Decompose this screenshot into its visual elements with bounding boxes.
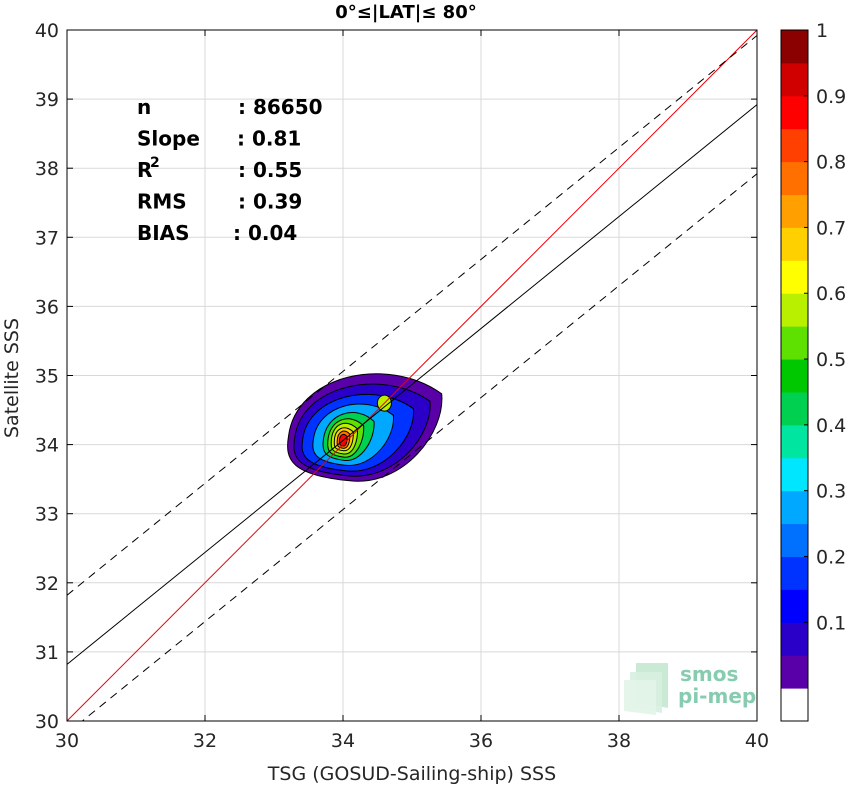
stat-label: R bbox=[137, 158, 152, 182]
y-tick-label: 37 bbox=[35, 227, 59, 249]
stat-label: n bbox=[137, 95, 151, 119]
colorbar-tick-label: 1 bbox=[816, 20, 828, 42]
colorbar-swatch bbox=[781, 655, 808, 689]
colorbar-tick-label: 0.7 bbox=[816, 217, 846, 239]
stat-value: : 0.39 bbox=[238, 190, 302, 214]
y-tick-label: 34 bbox=[35, 435, 59, 457]
logo-layers-icon bbox=[624, 663, 668, 715]
colorbar-swatch bbox=[781, 194, 808, 228]
colorbar: 0.1 0.2 0.3 0.4 0.5 0.6 0.7 0.8 0.9 1 bbox=[780, 20, 846, 722]
stat-value: : 0.55 bbox=[238, 158, 302, 182]
y-tick-label: 32 bbox=[35, 573, 59, 595]
stat-value: : 86650 bbox=[238, 95, 323, 119]
x-axis-label: TSG (GOSUD-Sailing-ship) SSS bbox=[267, 763, 556, 785]
y-tick-label: 39 bbox=[35, 89, 59, 111]
colorbar-swatch bbox=[781, 326, 808, 360]
x-tick-label: 32 bbox=[193, 730, 217, 752]
colorbar-swatch bbox=[781, 490, 808, 525]
colorbar-tick-label: 0.6 bbox=[816, 283, 846, 305]
colorbar-swatch bbox=[781, 589, 808, 623]
x-axis-ticks: 30 32 34 36 38 40 bbox=[55, 30, 769, 752]
colorbar-frame bbox=[780, 29, 809, 722]
stat-label: RMS bbox=[137, 190, 187, 214]
colorbar-swatch bbox=[781, 556, 808, 590]
x-tick-label: 36 bbox=[469, 730, 493, 752]
stats-box: n : 86650 Slope : 0.81 R2 : 0.55 RMS : 0.39 BIAS… bbox=[137, 95, 323, 245]
identity-line bbox=[67, 30, 757, 721]
x-tick-label: 38 bbox=[607, 730, 631, 752]
colorbar-swatch bbox=[781, 260, 808, 294]
smos-pi-mep-logo: smos pi-mep bbox=[624, 662, 756, 715]
colorbar-swatch bbox=[781, 523, 808, 557]
y-tick-label: 30 bbox=[35, 711, 59, 733]
colorbar-swatch bbox=[781, 293, 808, 327]
regression-line bbox=[67, 104, 757, 665]
colorbar-swatch bbox=[781, 227, 808, 261]
colorbar-swatch bbox=[781, 161, 808, 196]
stat-value: : 0.81 bbox=[237, 127, 301, 151]
y-axis-ticks: 30 31 32 33 34 35 36 37 38 39 40 bbox=[35, 20, 757, 733]
y-tick-label: 31 bbox=[35, 642, 59, 664]
colorbar-tick-label: 0.9 bbox=[816, 86, 846, 108]
colorbar-tick-label: 0.2 bbox=[816, 546, 846, 568]
colorbar-swatch bbox=[781, 622, 808, 656]
stat-label: BIAS bbox=[137, 221, 190, 245]
x-tick-label: 30 bbox=[55, 730, 79, 752]
chart-title: 0°≤|LAT|≤ 80° bbox=[335, 2, 476, 23]
colorbar-swatch bbox=[781, 95, 808, 130]
y-tick-label: 38 bbox=[35, 158, 59, 180]
stat-label: Slope bbox=[137, 127, 200, 151]
y-tick-label: 35 bbox=[35, 366, 59, 388]
fit-lines bbox=[67, 30, 757, 721]
x-tick-label: 40 bbox=[745, 730, 769, 752]
colorbar-tick-label: 0.4 bbox=[816, 415, 846, 437]
colorbar-swatch bbox=[781, 128, 808, 163]
colorbar-tick-label: 0.1 bbox=[816, 612, 846, 634]
y-tick-label: 36 bbox=[35, 296, 59, 318]
colorbar-tick-label: 0.5 bbox=[816, 349, 846, 371]
colorbar-tick-label: 0.8 bbox=[816, 152, 846, 174]
y-tick-label: 40 bbox=[35, 20, 59, 42]
logo-text-smos: smos bbox=[680, 662, 738, 686]
stat-value: : 0.04 bbox=[233, 221, 297, 245]
x-tick-label: 34 bbox=[331, 730, 355, 752]
y-axis-label: Satellite SSS bbox=[1, 318, 23, 438]
y-tick-label: 33 bbox=[35, 504, 59, 526]
colorbar-swatch bbox=[781, 424, 808, 459]
logo-text-pi-mep: pi-mep bbox=[678, 684, 756, 708]
stat-superscript: 2 bbox=[150, 155, 160, 171]
colorbar-swatch bbox=[781, 457, 808, 492]
colorbar-swatch bbox=[781, 62, 808, 97]
colorbar-swatch bbox=[781, 391, 808, 426]
colorbar-swatch bbox=[781, 688, 808, 722]
colorbar-swatch bbox=[781, 30, 808, 64]
colorbar-tick-label: 0.3 bbox=[816, 481, 846, 503]
colorbar-swatch bbox=[781, 359, 808, 393]
